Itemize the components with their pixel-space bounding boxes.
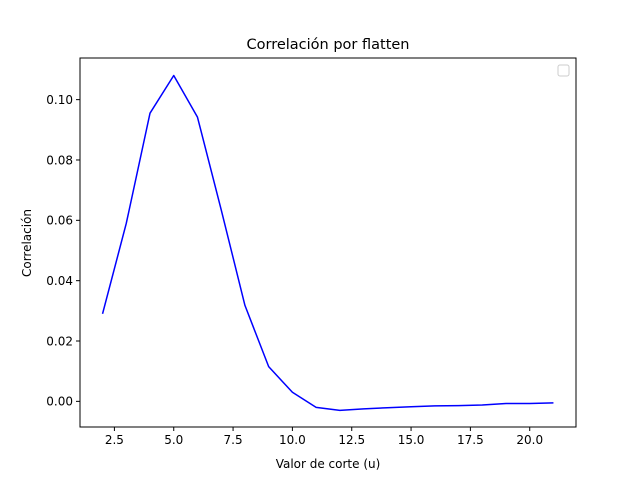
y-tick-label: 0.02 xyxy=(46,334,73,348)
y-axis-label: Correlación xyxy=(20,209,34,277)
plot-background xyxy=(80,58,576,427)
y-tick-label: 0.10 xyxy=(46,93,73,107)
x-tick-label: 2.5 xyxy=(105,433,124,447)
y-tick-label: 0.04 xyxy=(46,274,73,288)
y-tick-label: 0.08 xyxy=(46,153,73,167)
x-tick-label: 20.0 xyxy=(516,433,543,447)
y-tick-label: 0.00 xyxy=(46,395,73,409)
x-tick-label: 17.5 xyxy=(457,433,484,447)
x-tick-label: 7.5 xyxy=(224,433,243,447)
x-tick-label: 12.5 xyxy=(338,433,365,447)
chart-title: Correlación por flatten xyxy=(247,37,410,53)
legend-box xyxy=(557,64,570,77)
series-line-0 xyxy=(101,74,554,412)
plot-area: 2.5 5.0 7.5 10.0 12.5 15.0 17.5 20.0 0.00 0.02 0.0… xyxy=(46,57,577,447)
axes-frame xyxy=(79,57,577,428)
x-axis-label: Valor de corte (u) xyxy=(276,457,381,471)
x-tick-label: 5.0 xyxy=(164,433,183,447)
x-tick-label: 10.0 xyxy=(279,433,306,447)
x-tick-label: 15.0 xyxy=(398,433,425,447)
y-tick-label: 0.06 xyxy=(46,214,73,228)
